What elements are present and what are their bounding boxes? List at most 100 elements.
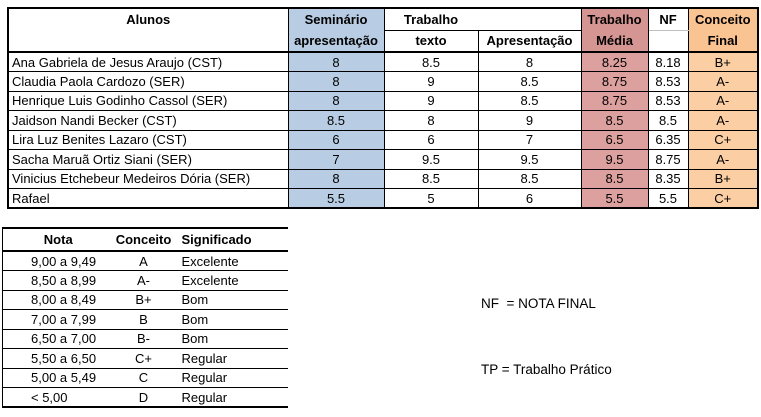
header-media-line2: Média	[596, 33, 633, 48]
seminario-score-cell[interactable]: 5.5	[287, 188, 385, 209]
nf-score-cell[interactable]: 8.53	[647, 71, 689, 92]
nota-range-cell[interactable]: 8,00 a 8,49	[2, 290, 114, 310]
trabalho-apresentacao-score-cell[interactable]: 8.5	[477, 168, 582, 189]
trabalho-texto-score-cell[interactable]: 9.5	[383, 149, 479, 170]
nota-range-cell[interactable]: 9,00 a 9,49	[2, 251, 114, 271]
nf-score-cell[interactable]: 8.53	[647, 90, 689, 111]
conceito-cell[interactable]: B	[113, 309, 174, 330]
header-nf[interactable]: NF	[647, 7, 689, 31]
conceito-cell[interactable]: C	[113, 368, 174, 388]
trabalho-media-cell[interactable]: 6.5	[580, 129, 649, 150]
student-name-cell[interactable]: Ana Gabriela de Jesus Araujo (CST)	[7, 51, 289, 72]
significado-cell[interactable]: Bom	[173, 309, 288, 330]
nota-range-cell[interactable]: < 5,00	[2, 387, 114, 408]
header-conceito-final[interactable]: Conceito Final	[687, 7, 759, 53]
seminario-score-cell[interactable]: 7	[287, 149, 385, 170]
student-name-cell[interactable]: Rafael	[7, 188, 289, 209]
trabalho-media-cell[interactable]: 8.5	[580, 110, 649, 131]
trabalho-apresentacao-score-cell[interactable]: 9.5	[477, 149, 582, 170]
significado-cell[interactable]: Regular	[173, 368, 288, 388]
trabalho-apresentacao-score-cell[interactable]: 6	[477, 188, 582, 209]
student-name-cell[interactable]: Henrique Luis Godinho Cassol (SER)	[7, 90, 289, 111]
significado-cell[interactable]: Regular	[173, 387, 288, 408]
conceito-cell[interactable]: D	[113, 387, 174, 408]
conceito-final-cell[interactable]: B+	[687, 51, 759, 72]
conceito-final-cell[interactable]: C+	[687, 129, 759, 150]
student-name-cell[interactable]: Lira Luz Benites Lazaro (CST)	[7, 129, 289, 150]
seminario-score-cell[interactable]: 6	[287, 129, 385, 150]
header-alunos[interactable]: Alunos	[7, 7, 289, 53]
header-trabalho-media[interactable]: Trabalho Média	[580, 7, 649, 53]
seminario-score-cell[interactable]: 8	[287, 90, 385, 111]
significado-cell[interactable]: Bom	[173, 290, 288, 310]
conceito-cell[interactable]: C+	[113, 348, 174, 369]
header-trabalho[interactable]: Trabalho	[383, 7, 582, 31]
trabalho-apresentacao-score-cell[interactable]: 8.5	[477, 90, 582, 111]
trabalho-texto-score-cell[interactable]: 9	[383, 71, 479, 92]
nota-range-cell[interactable]: 5,50 a 6,50	[2, 348, 114, 369]
student-row: Lira Luz Benites Lazaro (CST) 6 6 7 6.5 …	[7, 129, 759, 150]
trabalho-media-cell[interactable]: 8.5	[580, 168, 649, 189]
student-row: Sacha Maruã Ortiz Siani (SER) 7 9.5 9.5 …	[7, 149, 759, 170]
significado-cell[interactable]: Bom	[173, 329, 288, 349]
scale-row: 7,00 a 7,99 B Bom	[2, 309, 288, 330]
trabalho-texto-score-cell[interactable]: 5	[383, 188, 479, 209]
student-name-cell[interactable]: Sacha Maruã Ortiz Siani (SER)	[7, 149, 289, 170]
nf-score-cell[interactable]: 8.75	[647, 149, 689, 170]
nf-score-cell[interactable]: 5.5	[647, 188, 689, 209]
header-texto[interactable]: texto	[383, 29, 479, 53]
conceito-final-cell[interactable]: A-	[687, 71, 759, 92]
trabalho-apresentacao-score-cell[interactable]: 7	[477, 129, 582, 150]
conceito-cell[interactable]: A	[113, 251, 174, 271]
conceito-final-cell[interactable]: C+	[687, 188, 759, 209]
student-name-cell[interactable]: Vinicius Etchebeur Medeiros Dória (SER)	[7, 168, 289, 189]
nf-empty-cell[interactable]	[647, 29, 689, 53]
grades-table: Alunos Seminário apresentação Trabalho T…	[7, 7, 759, 209]
nota-range-cell[interactable]: 5,00 a 5,49	[2, 368, 114, 388]
conceito-cell[interactable]: A-	[113, 270, 174, 291]
header-seminario[interactable]: Seminário apresentação	[287, 7, 385, 53]
header-significado[interactable]: Significado	[173, 227, 288, 252]
student-name-cell[interactable]: Jaidson Nandi Becker (CST)	[7, 110, 289, 131]
nf-score-cell[interactable]: 8.35	[647, 168, 689, 189]
conceito-final-cell[interactable]: A-	[687, 110, 759, 131]
trabalho-apresentacao-score-cell[interactable]: 8	[477, 51, 582, 72]
significado-cell[interactable]: Excelente	[173, 251, 288, 271]
trabalho-texto-score-cell[interactable]: 9	[383, 90, 479, 111]
trabalho-texto-score-cell[interactable]: 8.5	[383, 168, 479, 189]
trabalho-apresentacao-score-cell[interactable]: 8.5	[477, 71, 582, 92]
student-name-cell[interactable]: Claudia Paola Cardozo (SER)	[7, 71, 289, 92]
nota-range-cell[interactable]: 8,50 a 8,99	[2, 270, 114, 291]
nf-score-cell[interactable]: 8.18	[647, 51, 689, 72]
trabalho-media-cell[interactable]: 5.5	[580, 188, 649, 209]
seminario-score-cell[interactable]: 8	[287, 51, 385, 72]
nf-score-cell[interactable]: 8.5	[647, 110, 689, 131]
header-conceito[interactable]: Conceito	[113, 227, 174, 252]
legend: NF = NOTA FINAL TP = Trabalho Prático S …	[481, 249, 637, 417]
seminario-score-cell[interactable]: 8	[287, 71, 385, 92]
nota-range-cell[interactable]: 7,00 a 7,99	[2, 309, 114, 330]
trabalho-media-cell[interactable]: 8.25	[580, 51, 649, 72]
header-apresentacao[interactable]: Apresentação	[477, 29, 582, 53]
conceito-cell[interactable]: B-	[113, 329, 174, 349]
nf-score-cell[interactable]: 6.35	[647, 129, 689, 150]
seminario-score-cell[interactable]: 8	[287, 168, 385, 189]
conceito-final-cell[interactable]: A-	[687, 90, 759, 111]
trabalho-texto-score-cell[interactable]: 6	[383, 129, 479, 150]
conceito-final-cell[interactable]: A-	[687, 149, 759, 170]
trabalho-media-cell[interactable]: 8.75	[580, 90, 649, 111]
header-nota[interactable]: Nota	[2, 227, 114, 252]
trabalho-media-cell[interactable]: 8.75	[580, 71, 649, 92]
conceito-cell[interactable]: B+	[113, 290, 174, 310]
trabalho-texto-score-cell[interactable]: 8.5	[383, 51, 479, 72]
significado-cell[interactable]: Excelente	[173, 270, 288, 291]
trabalho-texto-score-cell[interactable]: 8	[383, 110, 479, 131]
trabalho-apresentacao-score-cell[interactable]: 9	[477, 110, 582, 131]
trabalho-media-cell[interactable]: 9.5	[580, 149, 649, 170]
header-seminario-line2: apresentação	[294, 33, 378, 48]
significado-cell[interactable]: Regular	[173, 348, 288, 369]
conceito-final-cell[interactable]: B+	[687, 168, 759, 189]
nota-range-cell[interactable]: 6,50 a 7,00	[2, 329, 114, 349]
scale-row: 8,00 a 8,49 B+ Bom	[2, 290, 288, 310]
seminario-score-cell[interactable]: 8.5	[287, 110, 385, 131]
